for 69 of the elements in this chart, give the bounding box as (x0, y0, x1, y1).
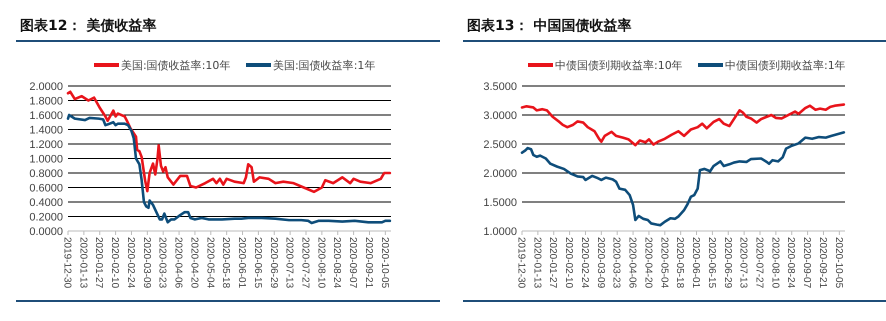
x-tick-label: 2020-04-20 (188, 237, 200, 289)
legend-label: 中债国债到期收益率:1年 (725, 58, 846, 72)
x-tick-label: 2020-09-21 (816, 237, 828, 289)
x-tick-label: 2020-10-05 (832, 237, 844, 289)
y-tick-label: 1.4000 (29, 124, 63, 136)
y-tick-label: 0.8000 (29, 168, 63, 180)
y-tick-label: 1.6000 (29, 110, 63, 122)
line-series (66, 114, 392, 224)
x-tick-label: 2020-07-27 (300, 237, 310, 289)
x-tick-label: 2020-10-05 (378, 237, 390, 289)
y-tick-label: 1.5000 (483, 196, 517, 209)
x-tick-label: 2020-06-01 (236, 237, 248, 289)
x-tick-label: 2020-03-09 (594, 237, 606, 289)
x-tick-label: 2020-09-07 (347, 237, 358, 289)
x-tick-label: 2020-02-24 (124, 237, 136, 289)
y-tick-label: 1.2000 (29, 138, 63, 151)
x-tick-label: 2020-05-18 (674, 237, 686, 289)
x-tick-label: 2020-01-13 (531, 237, 542, 289)
x-tick-label: 2020-06-15 (706, 237, 717, 289)
y-tick-label: 1.0000 (29, 153, 63, 166)
x-tick-label: 2020-08-10 (315, 237, 326, 289)
x-tick-label: 2020-09-21 (362, 237, 374, 289)
y-tick-label: 0.4000 (29, 196, 63, 209)
x-tick-label: 2020-08-24 (785, 237, 796, 289)
x-tick-label: 2020-02-24 (578, 237, 590, 289)
legend-label: 美国:国债收益率:1年 (273, 58, 376, 72)
y-tick-label: 2.5000 (483, 138, 517, 151)
chart-title: 图表13： 中国国债收益率 (467, 17, 632, 34)
x-tick-label: 2020-02-10 (109, 237, 120, 289)
x-tick-label: 2020-06-15 (252, 237, 263, 289)
line-series (66, 90, 392, 194)
chart-title: 图表12： 美债收益率 (20, 17, 156, 34)
x-tick-label: 2020-02-10 (563, 237, 574, 289)
y-tick-label: 1.8000 (29, 95, 63, 108)
y-tick-label: 1.0000 (483, 226, 517, 238)
x-tick-label: 2020-08-10 (769, 237, 780, 289)
x-tick-label: 2020-04-20 (642, 237, 654, 289)
x-tick-label: 2020-05-18 (220, 237, 232, 289)
y-tick-label: 3.0000 (483, 110, 517, 122)
x-tick-label: 2020-07-27 (754, 237, 764, 289)
x-tick-label: 2020-06-01 (690, 237, 702, 289)
x-tick-label: 2020-09-07 (801, 237, 812, 289)
x-tick-label: 2020-08-24 (331, 237, 342, 289)
y-tick-label: 3.5000 (483, 80, 517, 93)
line-series (520, 131, 846, 226)
x-tick-label: 2020-07-13 (284, 237, 295, 289)
x-tick-label: 2020-05-04 (658, 237, 670, 289)
line-series (520, 103, 846, 146)
y-tick-label: 0.2000 (29, 211, 63, 224)
x-tick-label: 2020-01-13 (77, 237, 88, 289)
x-tick-label: 2020-06-29 (722, 237, 733, 289)
x-tick-label: 2020-03-23 (156, 237, 168, 289)
y-tick-label: 2.0000 (483, 168, 517, 180)
x-tick-label: 2019-12-30 (516, 237, 526, 289)
x-tick-label: 2020-03-23 (610, 237, 622, 289)
x-tick-label: 2020-07-13 (738, 237, 749, 289)
x-tick-label: 2020-05-04 (204, 237, 216, 289)
x-tick-label: 2020-04-06 (172, 237, 184, 289)
x-tick-label: 2019-12-30 (62, 237, 72, 289)
x-tick-label: 2020-06-29 (268, 237, 279, 289)
x-tick-label: 2020-01-27 (547, 237, 558, 289)
legend-label: 美国:国债收益率:10年 (121, 58, 230, 72)
x-tick-label: 2020-04-06 (626, 237, 638, 289)
y-tick-label: 2.0000 (29, 80, 63, 93)
x-tick-label: 2020-01-27 (93, 237, 104, 289)
x-tick-label: 2020-03-09 (140, 237, 152, 289)
y-tick-label: 0.6000 (29, 182, 63, 194)
y-tick-label: 0.0000 (29, 226, 63, 238)
legend-label: 中债国债到期收益率:10年 (555, 58, 683, 72)
